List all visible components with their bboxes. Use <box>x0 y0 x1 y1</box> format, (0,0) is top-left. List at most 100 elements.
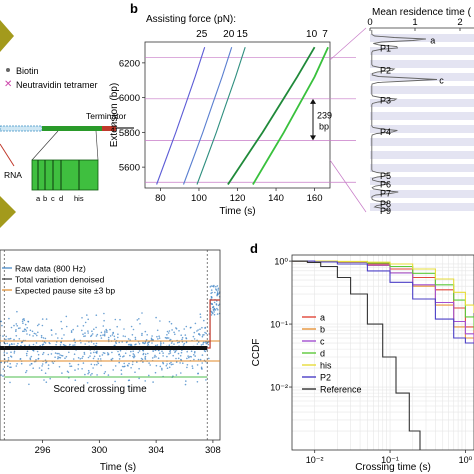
raw-point <box>169 350 171 353</box>
panel-b-right-chart: Mean residence time (0 1 2 a P1 P2 c P3 P4 P5P6P7… <box>367 7 474 216</box>
raw-point <box>159 365 162 368</box>
raw-point <box>204 331 206 334</box>
raw-point <box>118 353 120 356</box>
raw-point <box>212 312 214 315</box>
site-label-d: d <box>59 194 63 203</box>
raw-point <box>74 344 76 346</box>
raw-point <box>88 371 90 374</box>
raw-point <box>41 363 44 365</box>
raw-point <box>158 335 160 338</box>
raw-point <box>107 374 110 376</box>
raw-point <box>91 330 93 333</box>
raw-point <box>6 342 8 345</box>
raw-point <box>147 343 149 346</box>
raw-point <box>183 342 186 345</box>
raw-point <box>72 344 74 347</box>
raw-point <box>74 341 76 344</box>
raw-point <box>60 320 62 323</box>
peak-label-P7: P7 <box>380 188 391 198</box>
raw-point <box>8 338 11 340</box>
raw-point <box>184 383 187 386</box>
raw-point <box>42 337 45 339</box>
density-band-7 <box>370 125 474 133</box>
raw-point <box>185 341 188 344</box>
raw-point <box>0 320 3 323</box>
raw-point <box>132 355 134 358</box>
raw-point <box>168 353 170 355</box>
raw-point <box>196 381 199 383</box>
raw-point <box>182 362 184 365</box>
y-tick-label-1: 5800 <box>119 128 140 139</box>
panel-b-zoom-lines <box>329 27 367 213</box>
raw-point <box>13 352 16 354</box>
raw-point <box>50 353 53 355</box>
raw-point <box>47 353 50 356</box>
raw-point <box>174 333 176 336</box>
raw-point <box>2 375 4 377</box>
raw-point <box>70 365 73 368</box>
raw-point <box>155 356 157 358</box>
zoom-connector-bottom <box>329 159 367 213</box>
raw-point <box>25 371 27 374</box>
raw-point <box>9 381 11 384</box>
raw-point <box>203 341 205 344</box>
raw-point <box>29 358 32 361</box>
raw-point <box>38 367 41 369</box>
y-axis-label: CCDF <box>251 339 262 367</box>
raw-point <box>197 358 200 361</box>
raw-point <box>158 337 161 339</box>
raw-point <box>119 318 121 321</box>
raw-point <box>123 362 125 365</box>
raw-point <box>119 349 122 352</box>
density-band-13 <box>370 203 474 211</box>
raw-point <box>133 355 136 358</box>
site-label-c: c <box>51 194 55 203</box>
raw-point <box>29 357 32 360</box>
raw-point <box>196 330 198 332</box>
raw-point <box>160 342 162 345</box>
raw-point <box>142 352 145 355</box>
raw-point <box>133 356 135 359</box>
raw-point <box>193 331 196 334</box>
raw-point <box>25 330 28 332</box>
raw-point <box>74 369 76 371</box>
raw-point <box>164 336 167 339</box>
raw-point <box>87 332 89 334</box>
raw-point <box>145 339 148 341</box>
raw-point <box>37 331 39 334</box>
raw-point <box>213 311 215 313</box>
density-band-1 <box>370 47 474 55</box>
y-tick-label-3: 6200 <box>119 58 140 69</box>
density-band-3 <box>370 73 474 81</box>
raw-point <box>24 323 27 326</box>
raw-point <box>172 354 174 357</box>
raw-point <box>151 335 153 337</box>
raw-point <box>92 367 94 369</box>
panel-a: Biotin ✕ Neutravidin tetramer Terminator… <box>0 20 134 228</box>
raw-point <box>92 357 95 360</box>
raw-point <box>67 371 70 374</box>
raw-point <box>61 327 63 330</box>
peak-label-P5: P5 <box>380 171 391 181</box>
raw-point <box>152 381 154 383</box>
raw-point <box>181 336 184 339</box>
raw-point <box>5 338 7 341</box>
raw-point <box>40 336 43 339</box>
raw-point <box>129 343 131 346</box>
dna-template <box>42 126 102 131</box>
raw-point <box>55 333 57 335</box>
raw-point <box>111 357 114 360</box>
raw-point <box>127 379 130 382</box>
y-tick-label-1: 10⁻¹ <box>270 320 288 330</box>
raw-point <box>100 337 103 339</box>
raw-point <box>141 334 143 337</box>
raw-point <box>87 369 90 372</box>
raw-point <box>213 313 216 316</box>
raw-point <box>55 343 57 346</box>
raw-point <box>69 343 71 346</box>
raw-point <box>131 363 134 366</box>
raw-point <box>103 319 105 322</box>
raw-point <box>185 325 188 328</box>
x-tick-label-1: 300 <box>91 445 107 456</box>
raw-point <box>141 332 143 335</box>
